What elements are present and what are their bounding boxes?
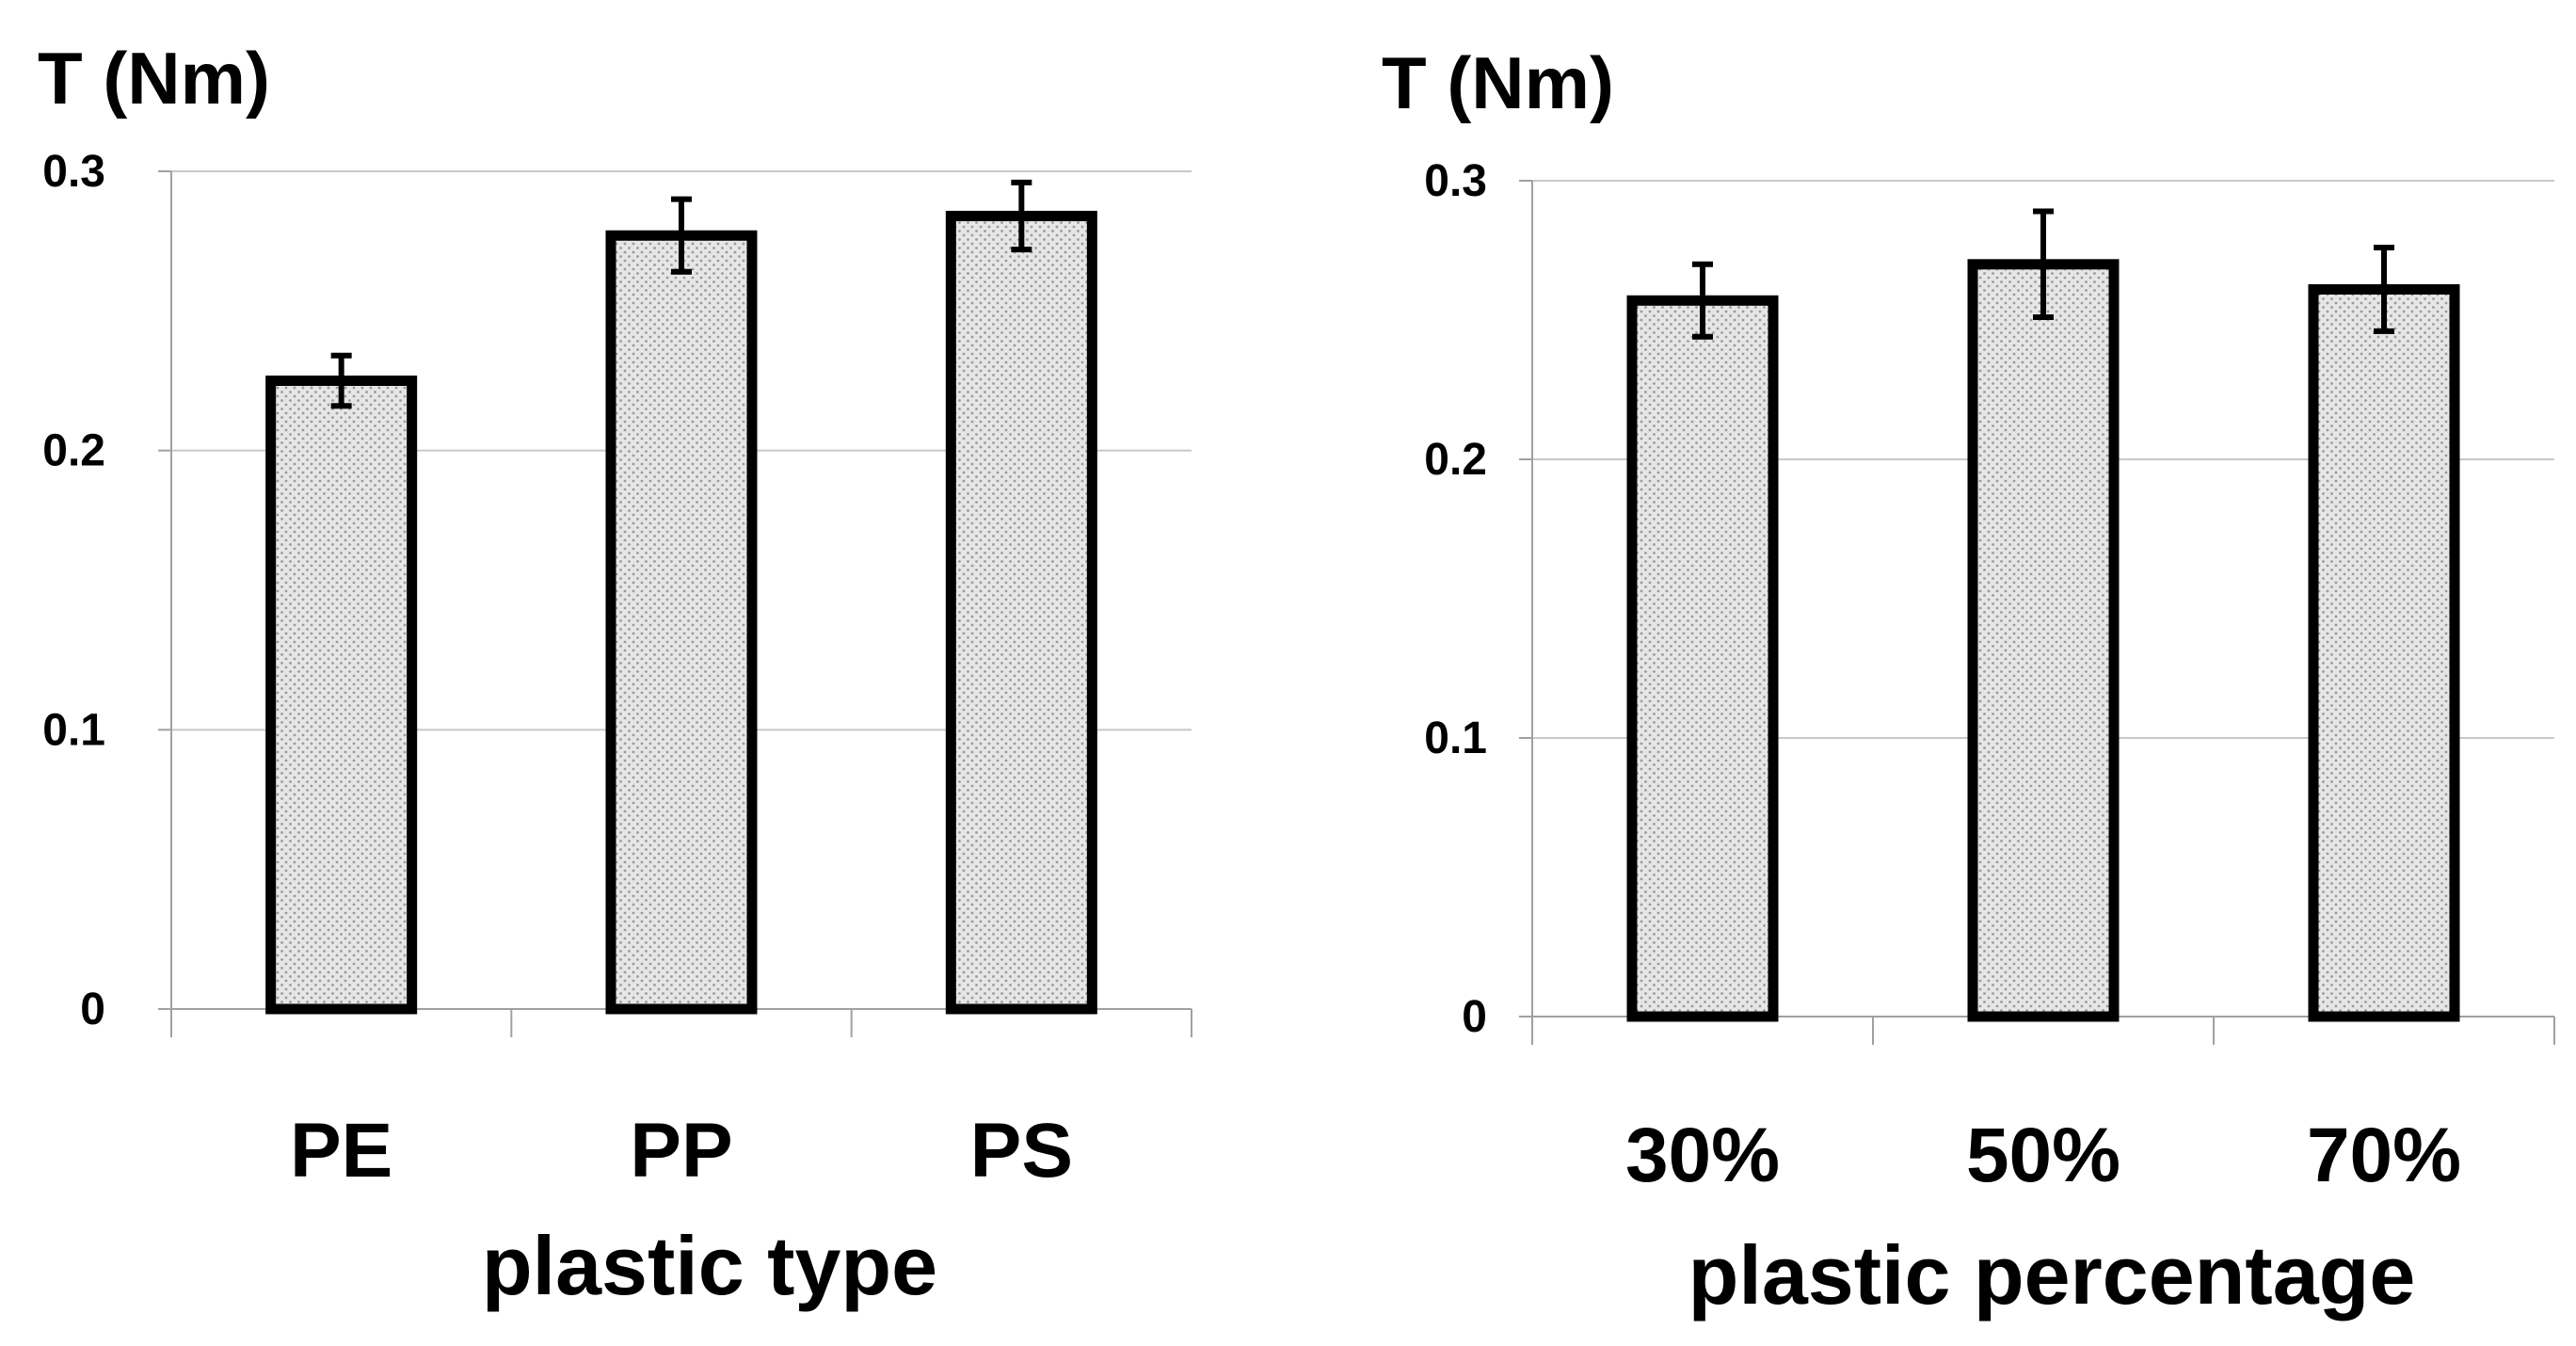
- x-category-label: PE: [290, 1108, 392, 1194]
- y-axis-title: T (Nm): [38, 37, 270, 120]
- bar: [1626, 295, 1779, 1022]
- x-axis-title: plastic percentage: [1688, 1228, 2416, 1322]
- y-axis-title: T (Nm): [1382, 41, 1614, 124]
- x-category-label: 30%: [1625, 1113, 1780, 1198]
- y-tick-label: 0: [80, 985, 105, 1034]
- y-tick-label: 0: [1462, 992, 1487, 1042]
- error-bar: [2374, 245, 2394, 334]
- x-axis-title: plastic type: [482, 1219, 937, 1312]
- error-bar: [330, 352, 352, 409]
- chart-2: 0 0.1 0.2 0.3 30% 50% 70% T (Nm) plastic percent…: [1382, 41, 2555, 1322]
- bar: [605, 230, 758, 1015]
- bar: [265, 376, 418, 1015]
- y-tick-label: 0.3: [42, 147, 105, 197]
- y-tick-label: 0.2: [1424, 435, 1487, 485]
- x-category-label: 50%: [1966, 1113, 2120, 1198]
- chart-1: 0 0.1 0.2 0.3 PE PP PS T (Nm) plastic type: [38, 37, 1192, 1312]
- error-bar: [2033, 208, 2054, 321]
- bar: [945, 210, 1097, 1015]
- error-bar: [1692, 261, 1713, 340]
- x-category-label: PP: [630, 1108, 732, 1194]
- y-tick-label: 0.3: [1424, 156, 1487, 206]
- error-bar: [671, 196, 692, 275]
- y-tick-label: 0.1: [1424, 713, 1487, 763]
- x-category-label: PS: [970, 1108, 1073, 1194]
- y-tick-label: 0.1: [42, 705, 105, 755]
- y-tick-label: 0.2: [42, 426, 105, 476]
- bar: [1967, 259, 2120, 1022]
- bar: [2308, 283, 2460, 1022]
- error-bar: [1011, 179, 1032, 253]
- x-category-label: 70%: [2307, 1113, 2461, 1198]
